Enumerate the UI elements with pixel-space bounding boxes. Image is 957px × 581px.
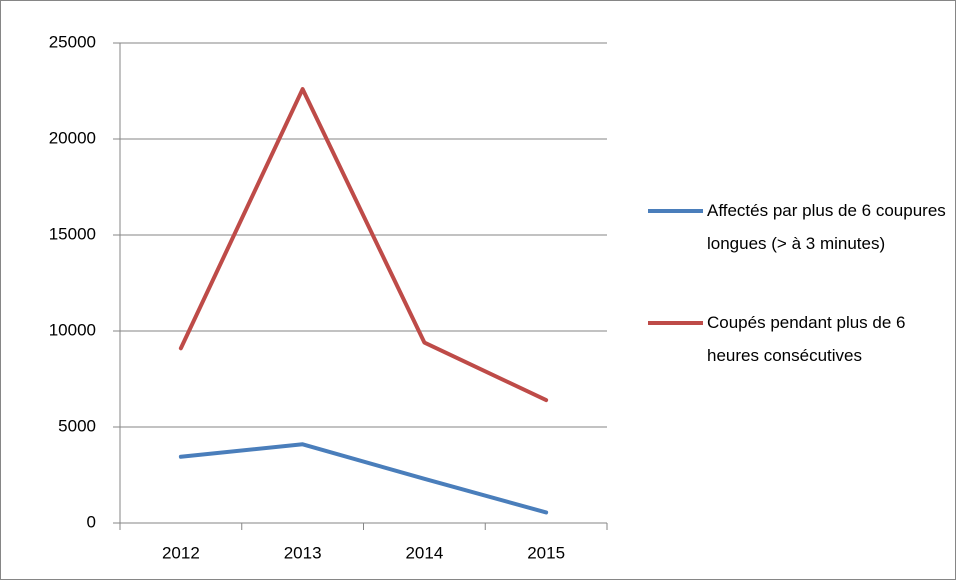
y-tick-label: 25000 <box>49 32 96 51</box>
y-tick-label: 10000 <box>49 320 96 339</box>
x-tick-label: 2012 <box>162 543 200 562</box>
y-tick-label: 0 <box>87 512 96 531</box>
y-tick-label: 20000 <box>49 128 96 147</box>
series-line <box>178 87 549 403</box>
series-line <box>178 442 549 515</box>
legend-label: Affectés par plus de 6 coupures longues … <box>707 201 946 253</box>
legend-label: Coupés pendant plus de 6 heures consécut… <box>707 313 906 365</box>
y-tick-label: 15000 <box>49 224 96 243</box>
y-tick-label: 5000 <box>58 416 96 435</box>
x-tick-label: 2013 <box>284 543 322 562</box>
x-tick-label: 2014 <box>405 543 443 562</box>
x-tick-label: 2015 <box>527 543 565 562</box>
